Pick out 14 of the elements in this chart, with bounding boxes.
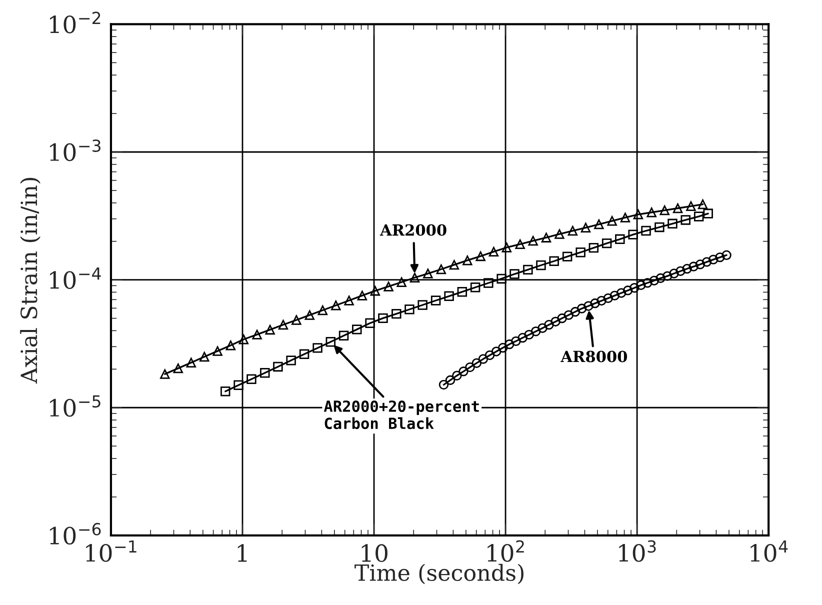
series-label: AR2000: [380, 224, 446, 236]
y-tick-label: 10$^{−5}$: [50, 395, 100, 417]
x-tick-label: 10$^{4}$: [750, 540, 788, 562]
x-axis-title: Time (seconds): [354, 564, 524, 584]
y-tick-label: 10$^{−2}$: [50, 12, 100, 34]
legend-label: AR8000: [560, 350, 628, 362]
y-axis-title: Axial Strain (in/in): [20, 178, 40, 384]
y-tick-label: 10$^{−4}$: [50, 268, 101, 289]
y-tick-label: 10$^{−3}$: [50, 139, 100, 162]
x-tick-label: 10: [362, 544, 388, 562]
x-tick-label: 1: [238, 544, 247, 562]
x-tick-label: 10$^{2}$: [488, 540, 524, 562]
text: AR2000+20-percent Carbon Black: [324, 400, 479, 430]
x-tick-label: 10$^{3}$: [619, 540, 656, 562]
